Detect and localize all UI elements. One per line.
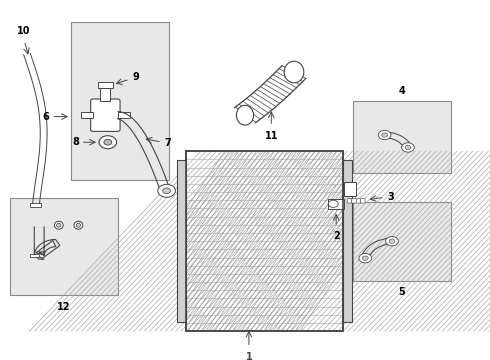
Circle shape — [402, 143, 415, 152]
Circle shape — [99, 136, 117, 149]
Bar — [353, 101, 451, 173]
Circle shape — [386, 237, 398, 246]
Bar — [343, 160, 352, 322]
Circle shape — [104, 139, 112, 145]
Circle shape — [328, 200, 338, 207]
Circle shape — [389, 239, 395, 243]
Ellipse shape — [76, 223, 80, 227]
Bar — [10, 198, 118, 295]
Ellipse shape — [54, 221, 63, 229]
Circle shape — [158, 184, 175, 197]
Bar — [186, 151, 343, 331]
FancyBboxPatch shape — [352, 199, 356, 203]
Bar — [81, 112, 93, 118]
Text: 10: 10 — [17, 26, 30, 36]
Text: 2: 2 — [333, 231, 340, 241]
Circle shape — [359, 253, 372, 263]
Circle shape — [163, 188, 171, 194]
Text: 5: 5 — [398, 287, 405, 297]
Text: 3: 3 — [387, 192, 394, 202]
Text: 12: 12 — [57, 302, 71, 312]
Circle shape — [363, 256, 368, 260]
Text: 4: 4 — [398, 86, 405, 96]
FancyBboxPatch shape — [347, 199, 352, 203]
Bar — [30, 254, 39, 257]
FancyBboxPatch shape — [361, 199, 365, 203]
Text: 1: 1 — [245, 352, 252, 360]
Bar — [344, 182, 356, 196]
Bar — [30, 203, 41, 207]
Bar — [177, 160, 186, 322]
Text: 6: 6 — [42, 112, 49, 122]
Bar — [186, 151, 343, 331]
Circle shape — [405, 145, 411, 150]
Bar — [118, 112, 130, 118]
Text: 7: 7 — [165, 138, 171, 148]
Ellipse shape — [284, 61, 304, 83]
Text: 11: 11 — [265, 131, 278, 140]
Ellipse shape — [74, 221, 83, 229]
Bar — [71, 22, 169, 180]
Ellipse shape — [237, 105, 254, 125]
Bar — [100, 88, 110, 101]
Text: 9: 9 — [132, 72, 139, 82]
Text: 8: 8 — [73, 137, 79, 147]
Bar — [98, 82, 113, 88]
Bar — [353, 202, 451, 281]
Circle shape — [378, 130, 391, 140]
Circle shape — [382, 133, 388, 137]
Bar — [328, 199, 344, 209]
Ellipse shape — [57, 223, 61, 227]
FancyBboxPatch shape — [356, 199, 361, 203]
FancyBboxPatch shape — [91, 99, 120, 131]
